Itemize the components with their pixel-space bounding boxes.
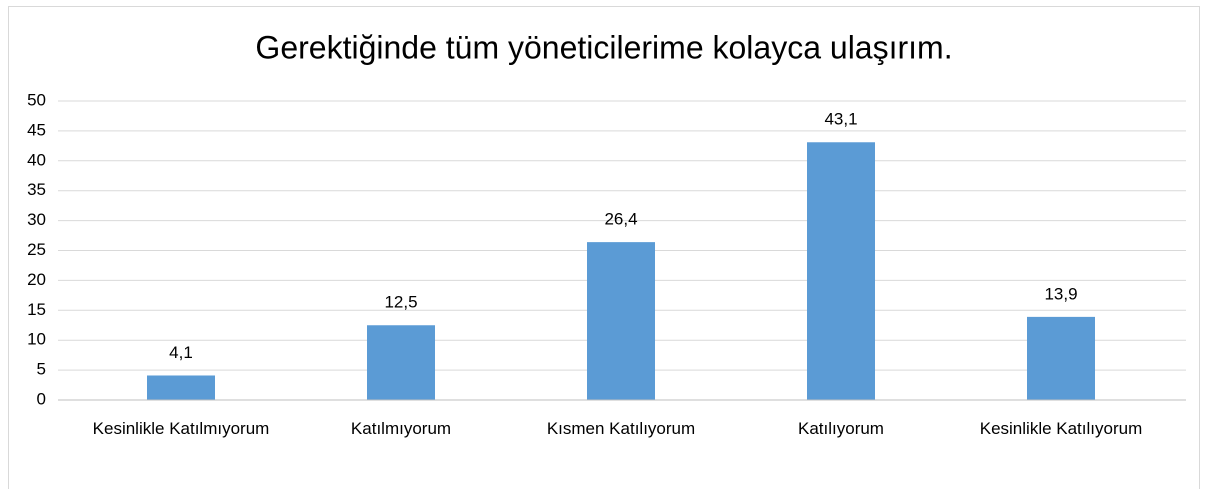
chart-title: Gerektiğinde tüm yöneticilerime kolayca …: [255, 29, 952, 65]
y-tick-label: 5: [37, 360, 46, 379]
x-tick-label: Kesinlikle Katılıyorum: [979, 419, 1143, 438]
bar: [587, 242, 655, 400]
y-tick-label: 25: [27, 240, 46, 259]
y-tick-label: 50: [27, 90, 46, 109]
y-tick-label: 20: [27, 270, 46, 289]
x-tick-label: Katılıyorum: [798, 419, 884, 438]
bar: [1027, 316, 1095, 400]
x-tick-label: Kesinlikle Katılmıyorum: [92, 419, 270, 438]
data-label: 13,9: [1044, 284, 1077, 303]
bar: [807, 142, 875, 400]
data-label: 26,4: [604, 210, 637, 229]
data-label: 43,1: [824, 110, 857, 129]
y-tick-label: 40: [27, 150, 46, 169]
bar: [367, 325, 435, 400]
y-tick-label: 35: [27, 180, 46, 199]
y-tick-label: 45: [27, 120, 46, 139]
x-tick-label: Kısmen Katılıyorum: [546, 419, 696, 438]
bar: [147, 375, 215, 400]
y-tick-label: 0: [37, 389, 46, 408]
data-label: 12,5: [384, 293, 417, 312]
y-tick-label: 10: [27, 330, 46, 349]
y-tick-label: 30: [27, 210, 46, 229]
y-tick-label: 15: [27, 300, 46, 319]
x-tick-label: Katılmıyorum: [350, 419, 452, 438]
data-label: 4,1: [169, 343, 193, 362]
